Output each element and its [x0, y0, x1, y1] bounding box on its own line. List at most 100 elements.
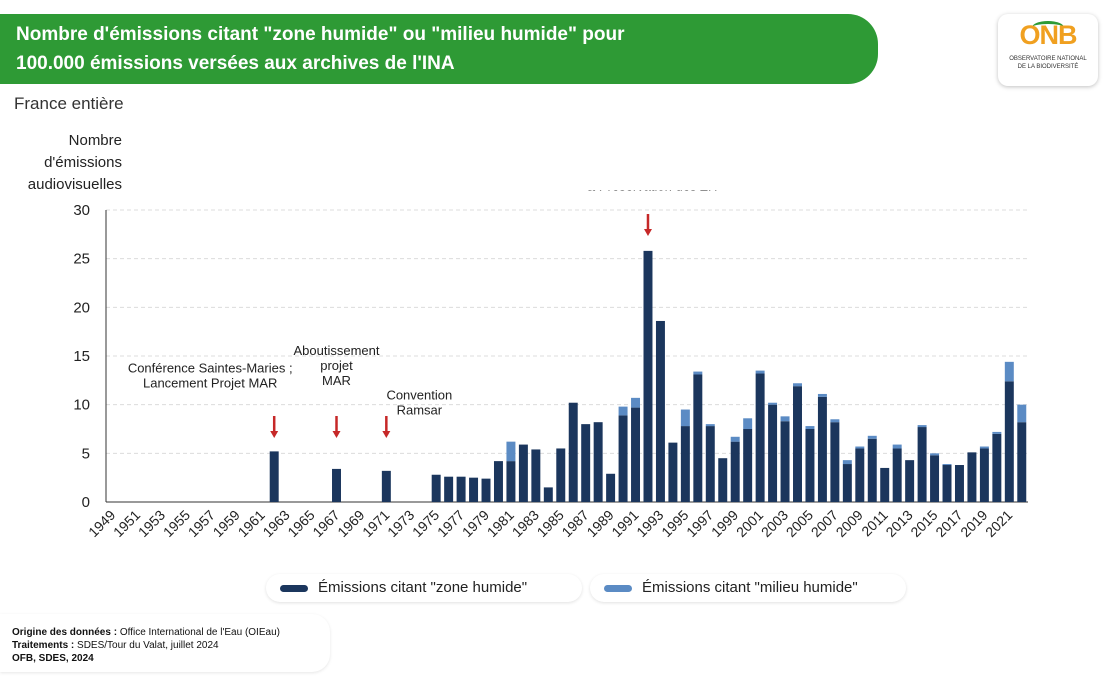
bar-milieu-humide	[680, 409, 690, 427]
y-tick-label: 5	[82, 445, 90, 462]
annotation-arrowhead	[643, 229, 652, 236]
bar-zone-humide	[531, 449, 541, 502]
y-tick-label: 30	[73, 202, 90, 219]
bar-milieu-humide	[793, 383, 802, 387]
source-origin: Origine des données : Office Internation…	[12, 627, 280, 638]
legend-label-milieu-humide: Émissions citant "milieu humide"	[642, 579, 858, 596]
x-tick-label: 1997	[683, 507, 716, 540]
bar-zone-humide	[930, 455, 940, 502]
bar-milieu-humide	[992, 431, 1002, 434]
bar-zone-humide	[917, 427, 927, 502]
y-tick-label: 15	[73, 348, 90, 365]
annotation-text: Conférence Saintes-Maries ;	[128, 361, 293, 376]
annotation-text: & Préservation des ZH	[587, 190, 718, 194]
x-tick-label: 1969	[334, 507, 367, 540]
y-axis-label-line3: audiovisuelles	[27, 176, 122, 193]
bar-zone-humide	[730, 441, 740, 502]
legend-label-zone-humide: Émissions citant "zone humide"	[318, 579, 528, 596]
x-tick-label: 1973	[384, 507, 417, 540]
x-tick-label: 2019	[957, 507, 990, 540]
bar-zone-humide	[469, 477, 479, 502]
bar-zone-humide	[543, 487, 553, 502]
source-origin-value: Office International de l'Eau (OIEau)	[119, 627, 280, 638]
bar-zone-humide	[655, 320, 665, 502]
x-tick-label: 1981	[484, 507, 517, 540]
bar-zone-humide	[867, 438, 877, 502]
bar-zone-humide	[830, 422, 840, 502]
annotation-text: Lancement Projet MAR	[143, 376, 277, 391]
x-tick-label: 2003	[758, 507, 791, 540]
bar-milieu-humide	[817, 393, 827, 397]
x-tick-label: 1967	[309, 507, 342, 540]
annotation-text: Ramsar	[397, 403, 443, 418]
x-tick-label: 1959	[210, 507, 243, 540]
bar-milieu-humide	[1017, 404, 1027, 423]
bar-zone-humide	[1017, 422, 1027, 502]
chart-title-line1: Nombre d'émissions citant "zone humide" …	[16, 24, 625, 45]
bar-zone-humide	[332, 468, 341, 502]
logo-subtext-line1: OBSERVATOIRE NATIONAL	[1009, 56, 1087, 62]
bar-zone-humide	[743, 429, 753, 502]
bar-zone-humide	[892, 448, 902, 502]
bar-zone-humide	[568, 402, 578, 502]
bar-zone-humide	[381, 470, 391, 502]
y-tick-label: 0	[82, 494, 90, 511]
bar-milieu-humide	[506, 441, 516, 462]
bar-milieu-humide	[743, 418, 753, 429]
bar-milieu-humide	[768, 402, 778, 405]
x-tick-label: 1983	[509, 507, 542, 540]
bar-zone-humide	[942, 465, 952, 502]
bar-zone-humide	[905, 460, 915, 502]
x-tick-label: 1957	[185, 507, 218, 540]
bar-zone-humide	[518, 444, 528, 502]
bar-milieu-humide	[855, 446, 865, 449]
y-axis-label: Nombre d'émissions audiovisuelles	[14, 130, 122, 196]
bar-milieu-humide	[1004, 361, 1014, 382]
x-tick-label: 1993	[633, 507, 666, 540]
annotation-arrowhead	[382, 431, 391, 438]
bar-milieu-humide	[631, 397, 641, 408]
logo-subtext-line2: DE LA BIODIVERSITÉ	[1017, 64, 1079, 70]
source-origin-label: Origine des données :	[12, 627, 118, 638]
x-tick-label: 2013	[882, 507, 915, 540]
x-tick-label: 1999	[708, 507, 741, 540]
x-tick-label: 1977	[434, 507, 467, 540]
bar-milieu-humide	[693, 371, 703, 375]
legend-swatch-zone-humide	[280, 585, 308, 592]
bar-zone-humide	[506, 461, 516, 502]
x-tick-label: 1991	[608, 507, 641, 540]
bar-zone-humide	[755, 373, 765, 502]
bar-zone-humide	[842, 464, 852, 502]
bar-zone-humide	[768, 404, 778, 502]
bar-zone-humide	[593, 422, 603, 502]
bar-zone-humide	[431, 474, 441, 502]
onb-logo: ONB OBSERVATOIRE NATIONAL DE LA BIODIVER…	[998, 14, 1098, 86]
bar-zone-humide	[643, 250, 653, 502]
annotation-text: MAR	[322, 373, 351, 388]
x-tick-label: 2011	[858, 507, 891, 540]
bar-zone-humide	[680, 426, 690, 502]
x-tick-label: 2009	[833, 507, 866, 540]
bar-milieu-humide	[842, 460, 852, 465]
bar-milieu-humide	[830, 419, 840, 423]
bar-zone-humide	[705, 426, 715, 502]
y-tick-label: 10	[73, 397, 90, 414]
bar-zone-humide	[606, 473, 616, 502]
x-tick-label: 1971	[359, 507, 392, 540]
bar-zone-humide	[581, 424, 591, 502]
bar-milieu-humide	[867, 435, 877, 439]
x-tick-label: 2001	[733, 507, 766, 540]
x-tick-label: 1963	[259, 507, 292, 540]
bar-milieu-humide	[892, 444, 902, 449]
bar-milieu-humide	[979, 446, 989, 449]
annotation-arrowhead	[270, 431, 279, 438]
bar-zone-humide	[718, 458, 728, 502]
x-tick-label: 2005	[783, 507, 816, 540]
x-tick-label: 1975	[409, 507, 442, 540]
x-tick-label: 1955	[160, 507, 193, 540]
bar-milieu-humide	[780, 416, 790, 422]
bar-zone-humide	[805, 429, 815, 502]
bar-milieu-humide	[917, 425, 927, 428]
annotation-text: Convention	[386, 388, 452, 403]
bar-zone-humide	[631, 407, 641, 502]
